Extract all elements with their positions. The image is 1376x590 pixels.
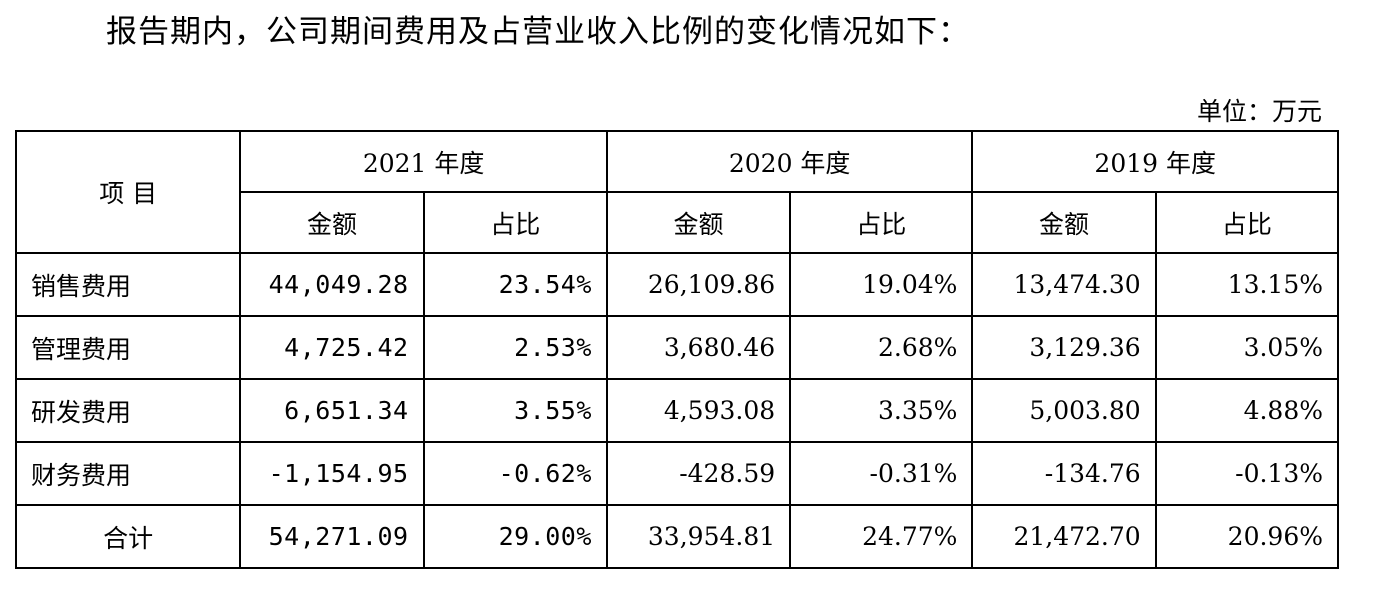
total-row: 合计 54,271.09 29.00% 33,954.81 24.77% 21,… [14, 504, 1340, 569]
total-amount-2020: 33,954.81 [605, 504, 792, 569]
row-item-label: 管理费用 [14, 315, 242, 380]
total-label: 合计 [14, 504, 242, 569]
amount-2020: -428.59 [605, 441, 792, 506]
ratio-2020: 2.68% [789, 315, 974, 380]
amount-2019: 3,129.36 [971, 315, 1157, 380]
table-row: 财务费用 -1,154.95 -0.62% -428.59 -0.31% -13… [14, 441, 1340, 506]
table-row: 研发费用 6,651.34 3.55% 4,593.08 3.35% 5,003… [14, 378, 1340, 443]
header-item: 项 目 [14, 130, 242, 254]
ratio-2021: -0.62% [422, 441, 608, 506]
intro-paragraph: 报告期内，公司期间费用及占营业收入比例的变化情况如下： [106, 14, 970, 50]
amount-2019: 5,003.80 [971, 378, 1157, 443]
row-item-label: 研发费用 [14, 378, 242, 443]
total-ratio-2019: 20.96% [1154, 504, 1340, 569]
amount-2021: 4,725.42 [239, 315, 425, 380]
header-year-2019: 2019 年度 [971, 130, 1339, 193]
amount-2021: 44,049.28 [239, 252, 425, 317]
header-ratio-2021: 占比 [422, 191, 608, 254]
ratio-2021: 3.55% [422, 378, 608, 443]
amount-2020: 4,593.08 [605, 378, 792, 443]
header-row-years: 项 目 2021 年度 2020 年度 2019 年度 [14, 130, 1339, 254]
header-amount-2019: 金额 [971, 191, 1157, 254]
table-row: 管理费用 4,725.42 2.53% 3,680.46 2.68% 3,129… [14, 315, 1340, 380]
ratio-2019: 4.88% [1154, 378, 1340, 443]
ratio-2019: 13.15% [1154, 252, 1340, 317]
header-year-2021: 2021 年度 [239, 130, 608, 193]
amount-2020: 3,680.46 [605, 315, 792, 380]
amount-2019: 13,474.30 [971, 252, 1157, 317]
ratio-2021: 23.54% [422, 252, 608, 317]
ratio-2020: 19.04% [789, 252, 974, 317]
header-ratio-2019: 占比 [1154, 191, 1340, 254]
amount-2019: -134.76 [971, 441, 1157, 506]
total-amount-2019: 21,472.70 [971, 504, 1157, 569]
amount-2021: 6,651.34 [239, 378, 425, 443]
total-ratio-2020: 24.77% [789, 504, 974, 569]
total-amount-2021: 54,271.09 [239, 504, 425, 569]
ratio-2020: -0.31% [789, 441, 974, 506]
header-amount-2020: 金额 [605, 191, 792, 254]
amount-2020: 26,109.86 [605, 252, 792, 317]
ratio-2021: 2.53% [422, 315, 608, 380]
total-ratio-2021: 29.00% [422, 504, 608, 569]
expense-table: 项 目 2021 年度 2020 年度 2019 年度 金额 占比 金额 占比 … [14, 130, 1340, 569]
row-item-label: 财务费用 [14, 441, 242, 506]
row-item-label: 销售费用 [14, 252, 242, 317]
amount-2021: -1,154.95 [239, 441, 425, 506]
ratio-2019: 3.05% [1154, 315, 1340, 380]
ratio-2020: 3.35% [789, 378, 974, 443]
header-ratio-2020: 占比 [789, 191, 974, 254]
unit-label: 单位：万元 [1196, 97, 1322, 126]
table-row: 销售费用 44,049.28 23.54% 26,109.86 19.04% 1… [14, 252, 1340, 317]
header-year-2020: 2020 年度 [605, 130, 974, 193]
header-amount-2021: 金额 [239, 191, 425, 254]
ratio-2019: -0.13% [1154, 441, 1340, 506]
header-row-metrics: 金额 占比 金额 占比 金额 占比 [16, 191, 1340, 254]
